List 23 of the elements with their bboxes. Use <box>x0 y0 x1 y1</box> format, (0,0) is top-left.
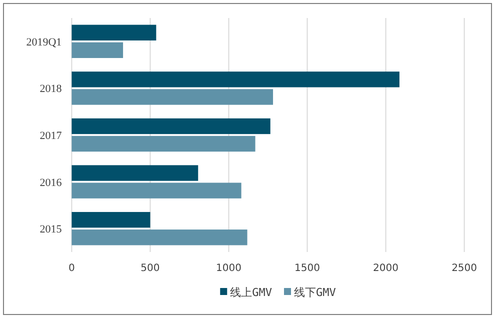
bar <box>72 42 124 58</box>
bar <box>72 136 256 152</box>
x-tick-label: 1500 <box>294 263 320 274</box>
bar <box>72 230 248 246</box>
bar <box>72 165 198 181</box>
y-tick-label: 2016 <box>40 176 62 189</box>
y-tick-label: 2017 <box>40 130 62 142</box>
y-tick-label: 2019Q1 <box>26 36 62 48</box>
bar <box>72 212 150 228</box>
bar <box>72 24 156 40</box>
legend-label: 线上GMV <box>230 286 272 299</box>
x-tick-label: 2000 <box>373 263 399 274</box>
x-tick-label: 2500 <box>452 263 478 274</box>
bar <box>72 118 270 134</box>
y-tick-label: 2018 <box>40 83 62 96</box>
y-tick-label: 2015 <box>40 224 62 236</box>
x-tick-label: 1000 <box>216 263 242 274</box>
bar <box>72 89 274 105</box>
bar <box>72 182 242 198</box>
bar <box>72 72 400 88</box>
x-tick-label: 0 <box>68 263 75 274</box>
legend-label: 线下GMV <box>294 286 336 299</box>
x-tick-label: 500 <box>140 263 160 274</box>
